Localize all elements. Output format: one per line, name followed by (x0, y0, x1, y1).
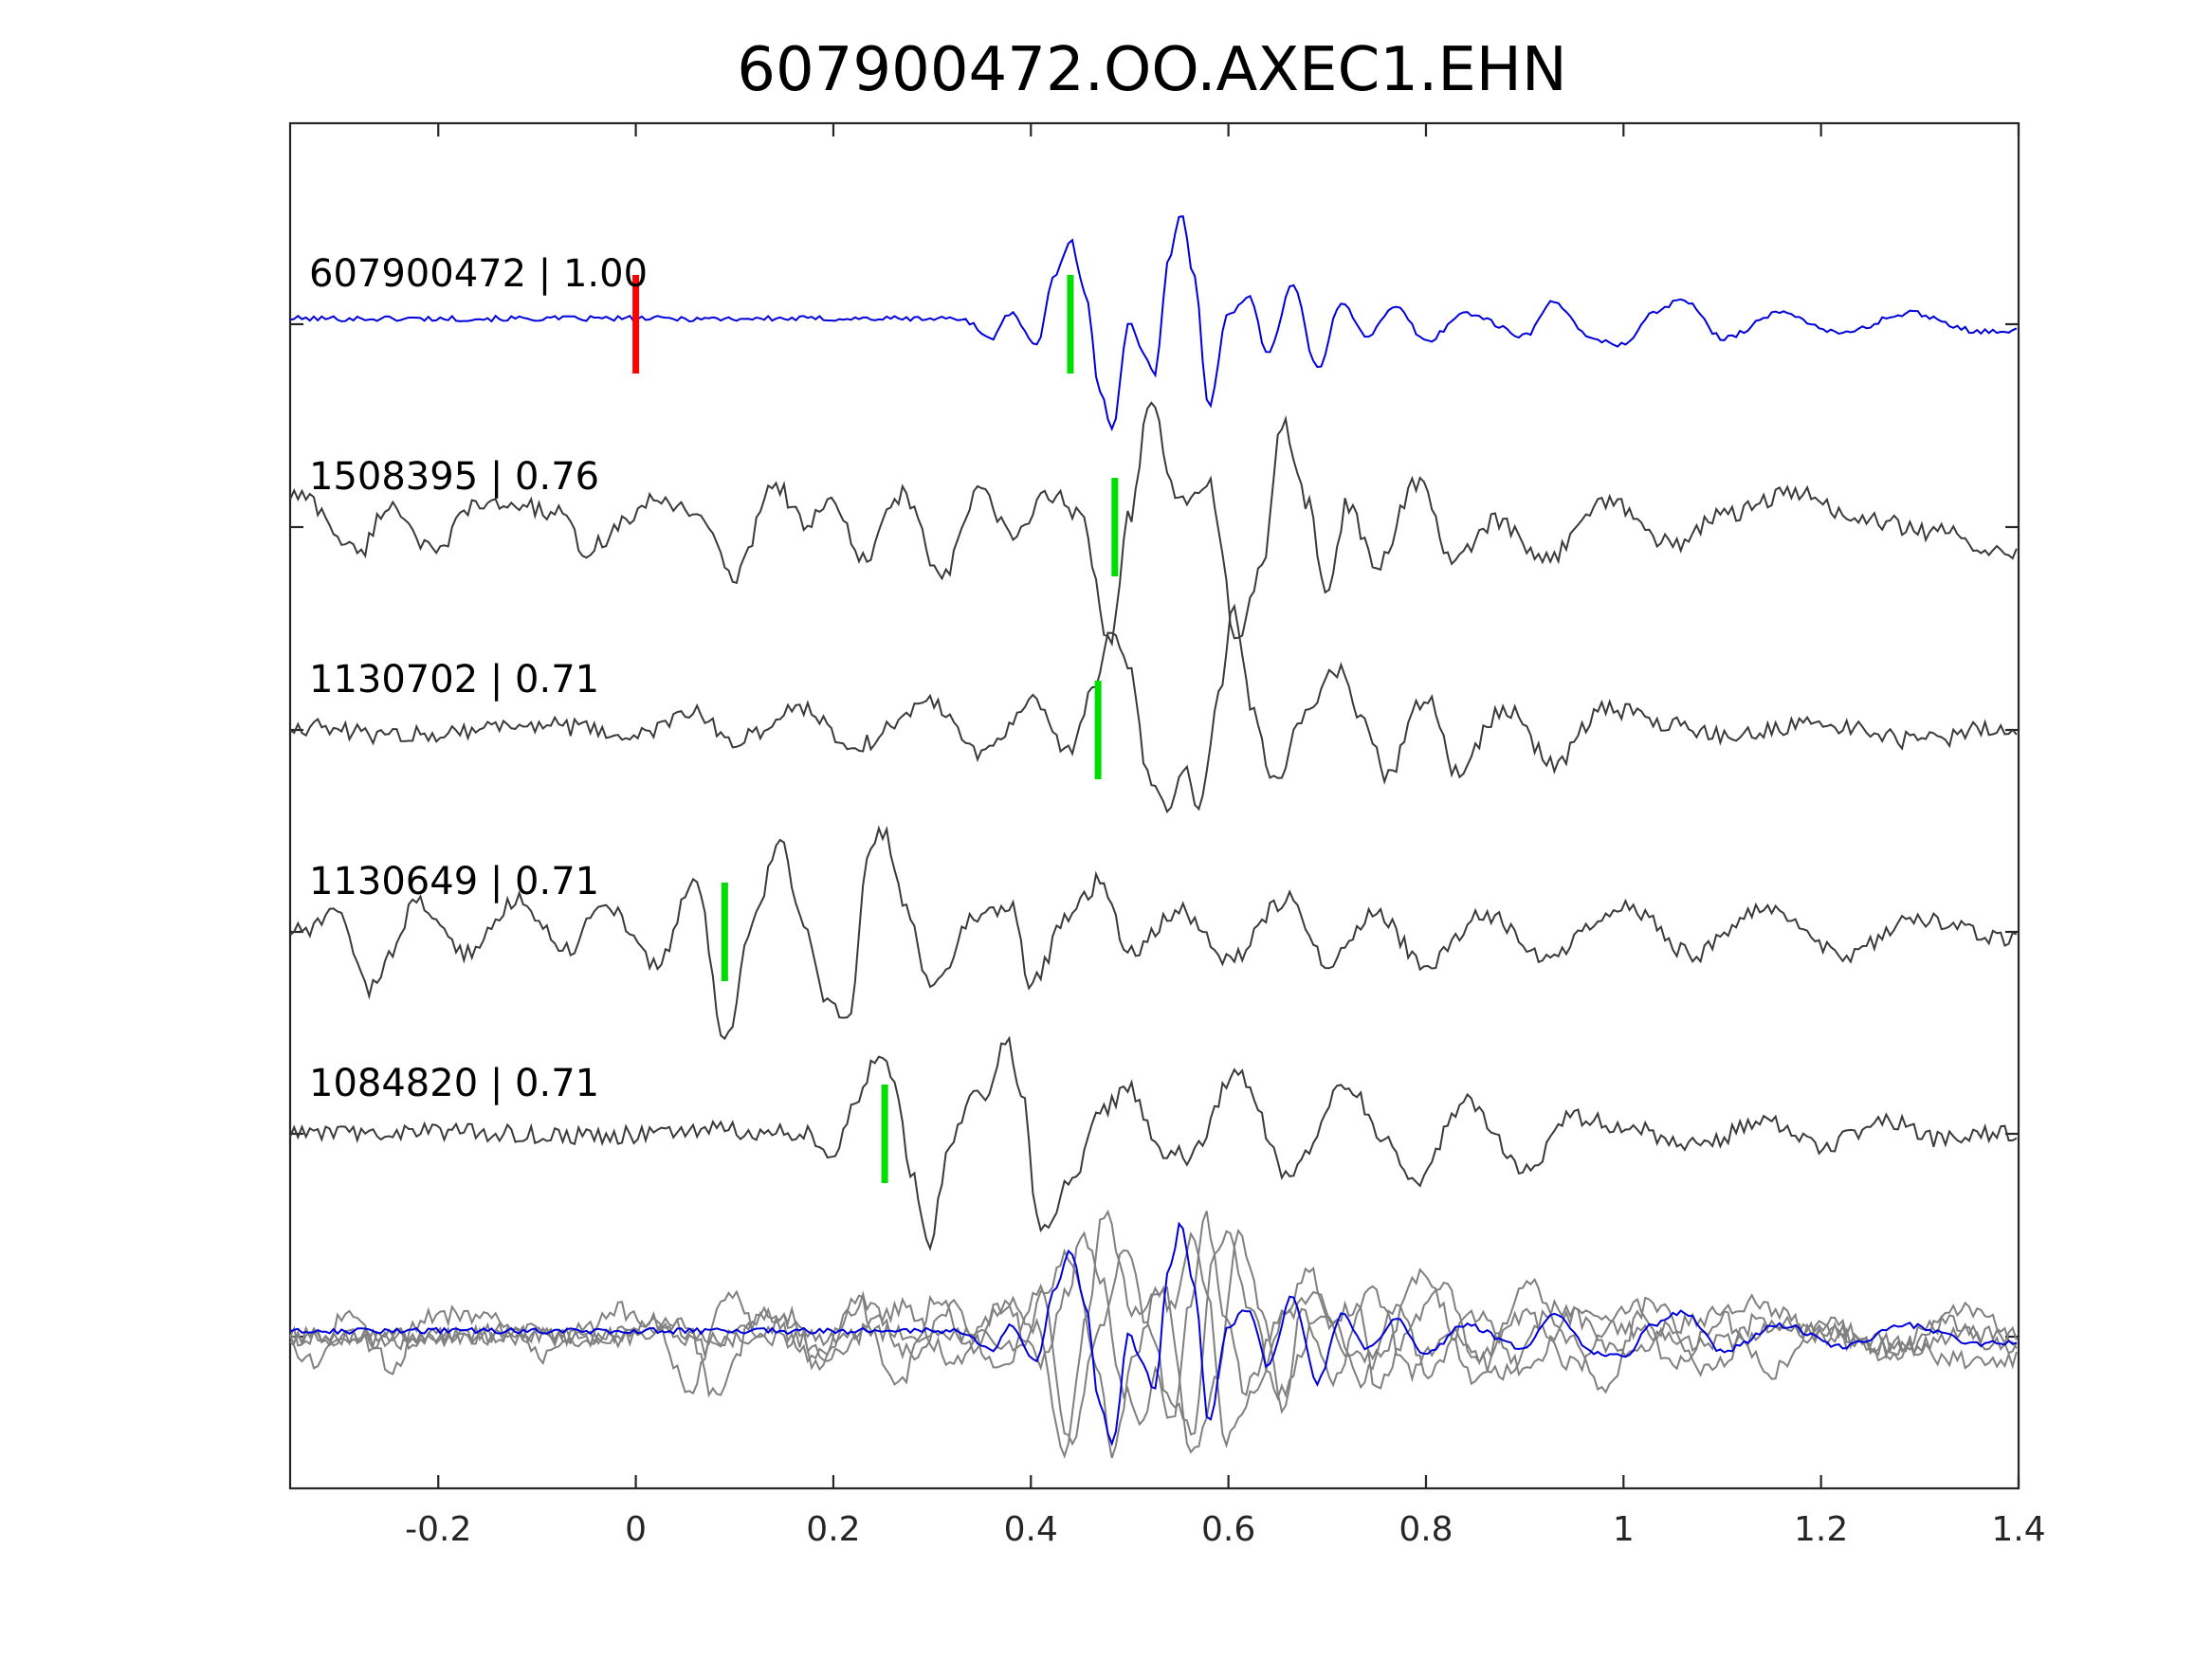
trace-label: 607900472 | 1.00 (309, 252, 648, 296)
x-tick-label: 0.2 (806, 1510, 860, 1549)
overlay-line-1084820 (289, 1231, 2018, 1459)
overlay-line-1130649 (289, 1230, 2018, 1447)
x-tick-label: 0.6 (1201, 1510, 1255, 1549)
x-tick-label: 0.8 (1398, 1510, 1453, 1549)
x-tick-label: 1.2 (1794, 1510, 1848, 1549)
trace-line-1508395 (289, 401, 2018, 647)
trace-line-1130649 (289, 825, 2018, 1041)
x-tick-label: 1 (1613, 1510, 1635, 1549)
overlay-line-607900472 (289, 1221, 2018, 1447)
trace-line-1130702 (289, 603, 2018, 814)
x-axis: -0.2 0 0.2 0.4 0.6 0.8 1 1.2 1.4 (290, 123, 2046, 1549)
overlay-line-1130702 (289, 1211, 2018, 1427)
trace-label: 1130649 | 0.71 (309, 860, 599, 903)
trace-line-1084820 (289, 1035, 2018, 1251)
trace-labels: 607900472 | 1.00 1508395 | 0.76 1130702 | … (309, 252, 648, 1105)
trace-stack (289, 214, 2018, 1447)
overlay-traces (289, 1209, 2018, 1459)
trace-label: 1508395 | 0.76 (309, 455, 599, 499)
x-tick-label: 0 (625, 1510, 647, 1549)
x-tick-label: -0.2 (405, 1510, 471, 1549)
trace-line-607900472 (289, 214, 2018, 432)
x-tick-label: 0.4 (1004, 1510, 1058, 1549)
x-tick-label: 1.4 (1991, 1510, 2045, 1549)
plot-area-frame (288, 121, 2020, 1490)
chart-title: 607900472.OO.AXEC1.EHN (737, 35, 1567, 105)
trace-label: 1130702 | 0.71 (309, 658, 599, 702)
trace-label: 1084820 | 0.71 (309, 1062, 599, 1105)
pick-markers (632, 275, 1119, 1183)
